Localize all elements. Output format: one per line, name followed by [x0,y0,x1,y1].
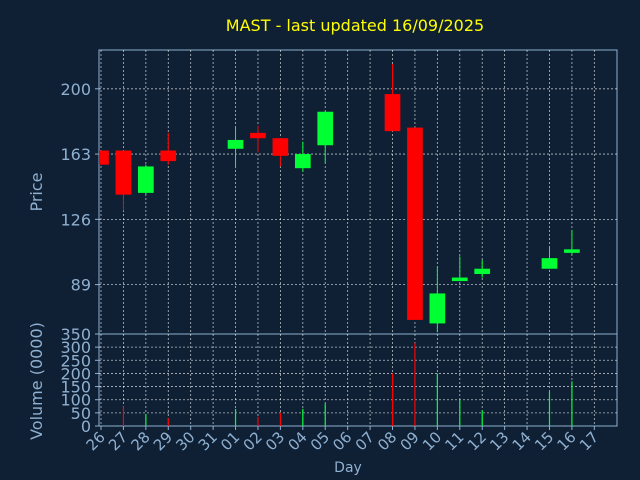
price-panel: 89 126 163 200 [60,49,618,335]
price-tick-label: 163 [60,145,91,164]
candle-body [138,166,154,193]
candle-body [250,132,266,139]
volume-tick-label: 50 [71,404,91,423]
candle-body [541,258,558,269]
volume-tick-label: 250 [60,351,91,370]
candle-body [564,249,580,253]
candle-body [474,268,491,275]
candle-body [317,111,334,146]
volume-tick-label: 0 [81,417,91,436]
price-axis-label: Price [27,172,46,211]
day-tick-label: 17 [576,428,602,454]
candle-body [99,150,109,165]
candle-body [227,139,244,149]
chart-title: MAST - last updated 16/09/2025 [226,16,484,35]
candle-body [429,293,446,324]
volume-plot-frame [98,333,618,427]
day-axis: 2627282930310102030405060708091011121314… [83,426,602,454]
volume-tick-label: 100 [60,391,91,410]
price-plot-frame [98,49,618,335]
candle-body [407,127,423,320]
volume-axis-label: Volume (0000) [27,322,46,440]
day-axis-label: Day [334,460,362,476]
candle-body [160,150,177,162]
price-tick-label: 89 [71,276,91,295]
price-tick-label: 200 [60,80,91,99]
candle-body [115,150,132,195]
volume-tick-label: 350 [60,325,91,344]
volume-tick-label: 200 [60,364,91,383]
candle-body [272,138,289,156]
volume-tick-label: 300 [60,338,91,357]
candle-body [451,277,468,282]
candle-body [384,94,401,132]
volume-tick-label: 150 [60,378,91,397]
candle-body [294,154,311,169]
price-tick-label: 126 [60,210,91,229]
